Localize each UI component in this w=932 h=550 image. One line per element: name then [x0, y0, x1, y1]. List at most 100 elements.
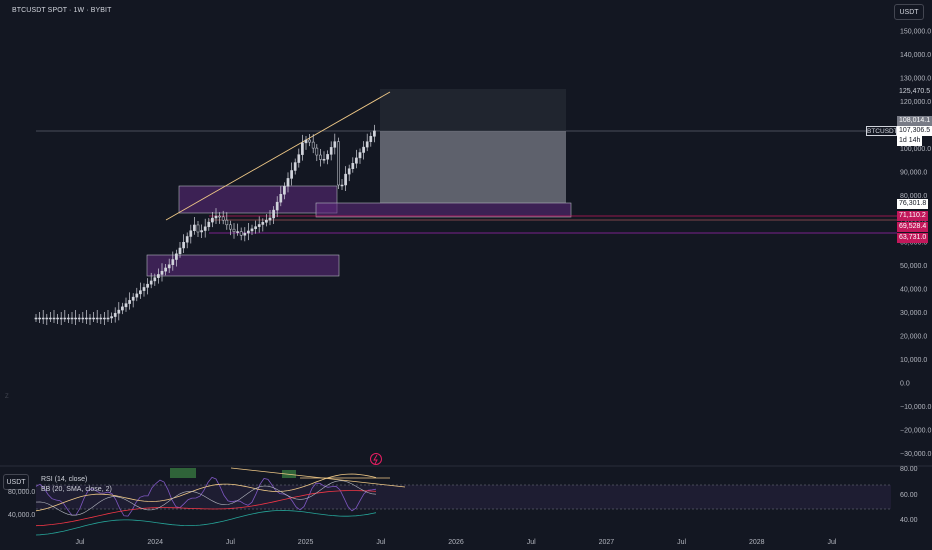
candle-body [157, 274, 160, 278]
price-tick-label: 30,000.0 [900, 310, 927, 317]
price-tag: 69,528.4 [897, 222, 929, 232]
rsi-band [36, 485, 891, 509]
candle-body [239, 231, 243, 236]
candle-body [373, 130, 376, 137]
candle-body [153, 277, 157, 282]
candle-body [95, 317, 99, 320]
time-tick-label: Jul [828, 539, 837, 546]
candle-body [322, 158, 326, 161]
indicator-currency-button[interactable]: USDT [3, 474, 29, 490]
price-tag: 108,014.1 [897, 116, 932, 126]
z-label: Z [5, 394, 9, 400]
candle-body [139, 290, 142, 295]
rsi-line [35, 476, 377, 517]
zone-upper [178, 185, 338, 214]
time-tick-label: Jul [677, 539, 686, 546]
candle-body [146, 283, 149, 288]
candle-body [329, 147, 333, 155]
candle-body [293, 162, 297, 171]
candle-body [117, 309, 121, 314]
price-tick-label: 60,000.0 [900, 240, 927, 247]
candle-body [63, 317, 67, 320]
candle-body [268, 217, 272, 221]
candle-body [99, 317, 103, 320]
candle-body [110, 316, 113, 319]
candle-body [52, 317, 56, 320]
candle-body [113, 313, 117, 317]
price-tick-label: −20,000.0 [900, 427, 931, 434]
candle-body [319, 154, 322, 160]
candle-body [290, 170, 293, 179]
currency-button[interactable]: USDT [894, 4, 924, 20]
candle-body [196, 224, 200, 233]
bb-lower-line [35, 509, 377, 536]
price-tick-label: 140,000.0 [900, 52, 931, 59]
bb-label[interactable]: BB (20, SMA, close, 2) [41, 486, 112, 493]
candle-body [41, 317, 45, 320]
price-tick-label: 120,000.0 [900, 99, 931, 106]
candle-body [365, 141, 369, 148]
candle-body [207, 221, 211, 228]
candle-body [124, 303, 128, 308]
price-tick-label: 0.0 [900, 381, 910, 388]
candle-body [358, 152, 362, 159]
bb-basis-line [35, 490, 377, 527]
price-overlay-line [35, 480, 377, 516]
projection-dark-box [380, 89, 566, 131]
candle-body [218, 215, 221, 218]
candle-body [34, 317, 38, 320]
rsi-tick-40: 40.00 [900, 517, 918, 524]
candle-body [203, 226, 207, 231]
symbol-title: BTCUSDT SPOT · 1W · BYBIT [12, 7, 112, 14]
time-tick-label: Jul [527, 539, 536, 546]
candle-body [128, 300, 131, 304]
candle-body [103, 317, 106, 320]
time-tick-label: 2027 [599, 539, 615, 546]
candle-body [214, 215, 218, 219]
candle-body [182, 241, 185, 249]
candle-body [279, 193, 283, 203]
time-tick-label: Jul [76, 539, 85, 546]
bb-upper-line [35, 473, 377, 512]
candle-body [200, 230, 203, 233]
price-tag: 76,301.8 [897, 199, 929, 209]
candle-body [283, 186, 286, 195]
rsi-overbought-fill [170, 468, 196, 478]
candle-body [272, 209, 275, 219]
candle-body [247, 230, 250, 234]
candle-body [67, 317, 70, 320]
left-tick-40k: 40,000.0 [8, 512, 36, 519]
candle-body [355, 157, 358, 164]
price-tick-label: 100,000.0 [900, 146, 931, 153]
candle-body [160, 270, 164, 275]
lightning-icon [370, 453, 382, 465]
time-axis: Jul 2024 Jul 2025 Jul 2026 Jul 2027 Jul 2028 Jul [76, 539, 837, 546]
ticker-label: BTCUSDT [866, 126, 898, 136]
candle-body [131, 296, 135, 301]
zone-lower [146, 254, 340, 277]
candle-body [171, 259, 175, 265]
price-tag: 63,731.0 [897, 233, 929, 243]
price-tag: 107,306.5 [897, 126, 932, 136]
price-tick-label: 90,000.0 [900, 169, 927, 176]
candle-body [185, 236, 189, 243]
price-tick-label: 150,000.0 [900, 29, 931, 36]
left-tick-80k: 80,000.0 [8, 489, 36, 496]
candle-body [175, 253, 178, 260]
projection-grey-box [380, 131, 566, 203]
rsi-trendline [230, 467, 406, 488]
candle-body [297, 154, 301, 163]
candle-body [193, 224, 196, 231]
candle-body [211, 217, 214, 223]
rsi-label[interactable]: RSI (14, close) [41, 476, 88, 483]
price-tick-label: 50,000.0 [900, 263, 927, 270]
price-tick-label: 10,000.0 [900, 357, 927, 364]
candle-body [229, 224, 232, 230]
candle-body [135, 293, 139, 298]
price-tick-label: −30,000.0 [900, 451, 931, 458]
price-tag: 1d 14h [897, 136, 923, 146]
candle-body [340, 184, 344, 187]
candle-body [369, 136, 373, 142]
candle-body [261, 222, 265, 225]
